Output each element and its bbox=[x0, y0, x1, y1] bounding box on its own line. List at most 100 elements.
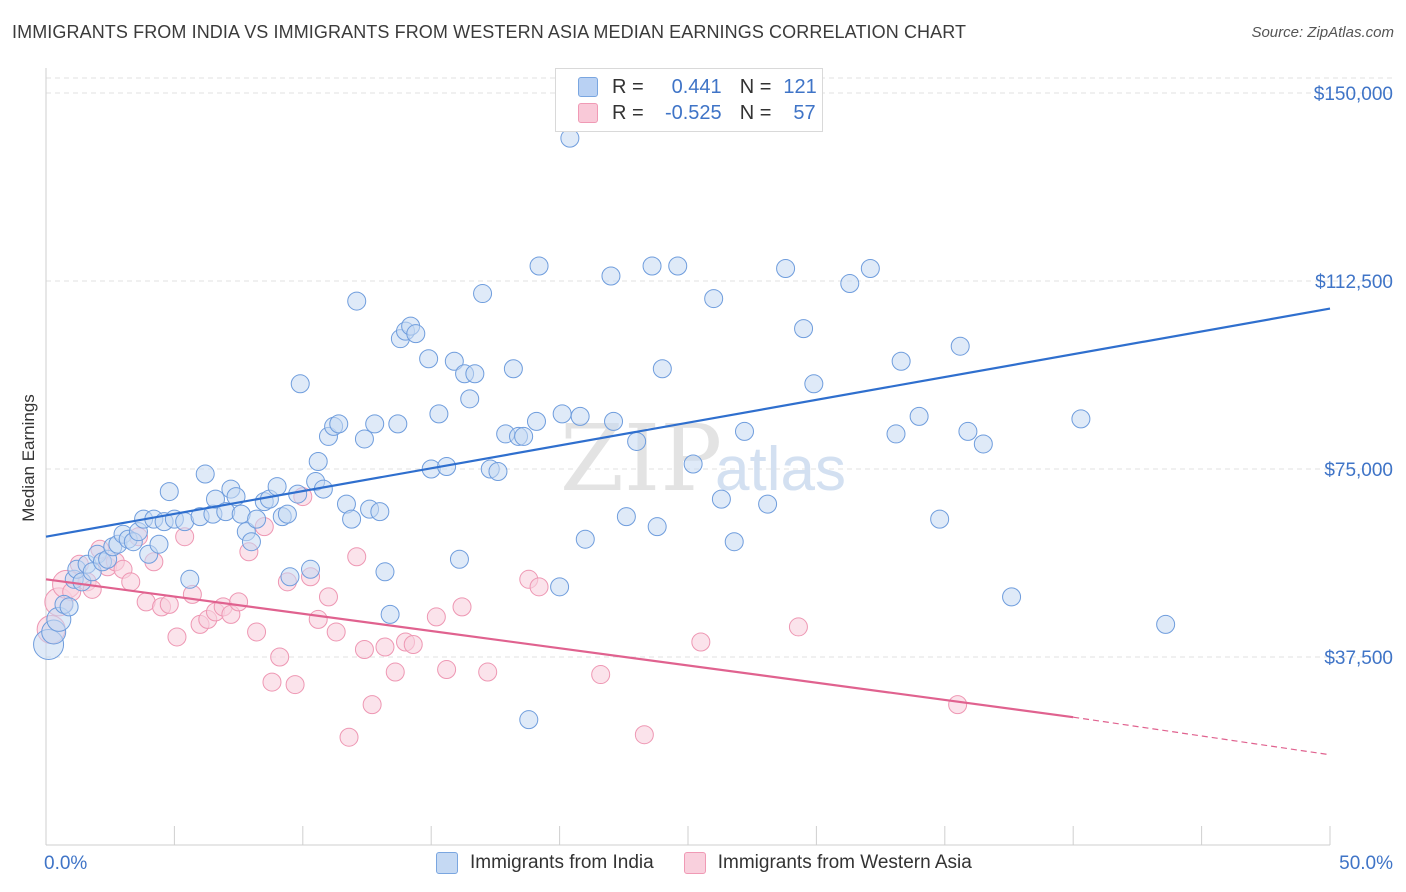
india-point bbox=[241, 532, 261, 552]
india-point bbox=[290, 374, 310, 394]
legend-r-label: R = bbox=[612, 75, 644, 98]
india-point bbox=[804, 374, 824, 394]
india-point bbox=[526, 411, 546, 431]
india-point bbox=[449, 549, 469, 569]
western-asia-point bbox=[634, 725, 654, 745]
india-point bbox=[473, 284, 493, 304]
x-tick-label-max: 50.0% bbox=[1339, 853, 1393, 874]
india-point bbox=[342, 509, 362, 529]
india-point bbox=[267, 477, 287, 497]
india-point bbox=[950, 336, 970, 356]
india-point bbox=[758, 494, 778, 514]
india-point bbox=[308, 452, 328, 471]
india-point bbox=[1002, 587, 1022, 607]
india-point bbox=[301, 559, 321, 579]
india-point bbox=[552, 404, 572, 424]
india-point bbox=[529, 256, 549, 276]
western-asia-point bbox=[270, 647, 290, 667]
series-legend: Immigrants from India Immigrants from We… bbox=[436, 852, 1002, 874]
india-point bbox=[488, 462, 508, 482]
india-point bbox=[627, 431, 647, 451]
grid-lines bbox=[46, 77, 1395, 658]
india-point bbox=[683, 454, 703, 474]
western-asia-point bbox=[347, 547, 367, 567]
western-asia-point bbox=[247, 622, 267, 642]
india-point bbox=[1071, 409, 1091, 429]
india-point bbox=[388, 414, 408, 434]
india-point bbox=[570, 406, 590, 426]
western-asia-point bbox=[591, 665, 611, 685]
india-point bbox=[205, 489, 225, 509]
western-asia-point bbox=[375, 637, 395, 657]
western-asia-point bbox=[788, 617, 808, 637]
y-tick-label: $75,000 bbox=[1324, 460, 1393, 481]
india-point bbox=[724, 532, 744, 552]
india-point bbox=[616, 507, 636, 527]
india-point bbox=[704, 289, 724, 309]
india-point bbox=[280, 567, 300, 587]
western-asia-point bbox=[403, 634, 423, 654]
western-asia-point bbox=[437, 660, 457, 680]
india-point bbox=[277, 504, 297, 524]
india-point bbox=[647, 517, 667, 537]
trend-lines bbox=[45, 307, 1331, 756]
y-tick-label: $150,000 bbox=[1314, 84, 1393, 105]
western-asia-point bbox=[308, 609, 328, 629]
chart-title: IMMIGRANTS FROM INDIA VS IMMIGRANTS FROM… bbox=[12, 22, 967, 42]
india-point bbox=[375, 562, 395, 582]
western-asia-point bbox=[285, 675, 305, 695]
india-point bbox=[930, 509, 950, 529]
axes bbox=[45, 68, 1331, 846]
western-asia-legend-swatch bbox=[683, 852, 706, 874]
india-point bbox=[550, 577, 570, 597]
western-asia-point bbox=[691, 632, 711, 652]
legend-label-western-asia: Immigrants from Western Asia bbox=[717, 852, 972, 873]
stats-legend: R = 0.441 N = 121 R = -0.525 N = 57 bbox=[555, 68, 823, 132]
india-point bbox=[444, 351, 464, 371]
western-asia-point bbox=[452, 597, 472, 617]
source-label: Source: ZipAtlas.com bbox=[1251, 24, 1394, 41]
india-point bbox=[195, 464, 215, 484]
india-point bbox=[575, 529, 595, 549]
western-asia-point bbox=[478, 662, 498, 682]
western-asia-point bbox=[159, 594, 179, 614]
western-asia-trend-extension bbox=[1073, 716, 1331, 756]
legend-n-label: N = bbox=[739, 101, 772, 124]
india-point bbox=[406, 324, 426, 344]
india-point bbox=[652, 359, 672, 379]
western-asia-point bbox=[318, 587, 338, 607]
x-tick-label-min: 0.0% bbox=[44, 853, 87, 874]
western-asia-point bbox=[229, 592, 249, 612]
india-point bbox=[247, 509, 267, 529]
y-tick-label: $112,500 bbox=[1315, 272, 1393, 293]
india-point bbox=[886, 424, 906, 444]
india-trend-line bbox=[45, 307, 1331, 538]
india-point bbox=[59, 597, 79, 617]
western-asia-point bbox=[354, 639, 374, 659]
india-point bbox=[601, 266, 621, 286]
india-point bbox=[891, 351, 911, 371]
y-axis-title: Median Earnings bbox=[19, 394, 38, 522]
india-point bbox=[180, 569, 200, 589]
western-asia-point bbox=[426, 607, 446, 627]
india-point bbox=[365, 414, 385, 434]
western-asia-trend-line bbox=[45, 578, 1074, 719]
india-point bbox=[159, 482, 179, 502]
india-point bbox=[860, 258, 880, 278]
western-asia-point bbox=[262, 672, 282, 692]
india-point bbox=[149, 534, 169, 554]
india-point bbox=[503, 359, 523, 379]
western-asia-point bbox=[529, 577, 549, 597]
india-point bbox=[1156, 614, 1176, 634]
india-point bbox=[734, 421, 754, 441]
india-point bbox=[465, 364, 485, 384]
india-point bbox=[460, 389, 480, 409]
western-asia-point bbox=[121, 572, 141, 592]
legend-item-western-asia: Immigrants from Western Asia bbox=[683, 852, 972, 874]
india-point bbox=[419, 349, 439, 369]
india-point bbox=[329, 414, 349, 434]
india-point bbox=[776, 258, 796, 278]
watermark-atlas: atlas bbox=[715, 435, 846, 504]
western-asia-point bbox=[948, 695, 968, 715]
